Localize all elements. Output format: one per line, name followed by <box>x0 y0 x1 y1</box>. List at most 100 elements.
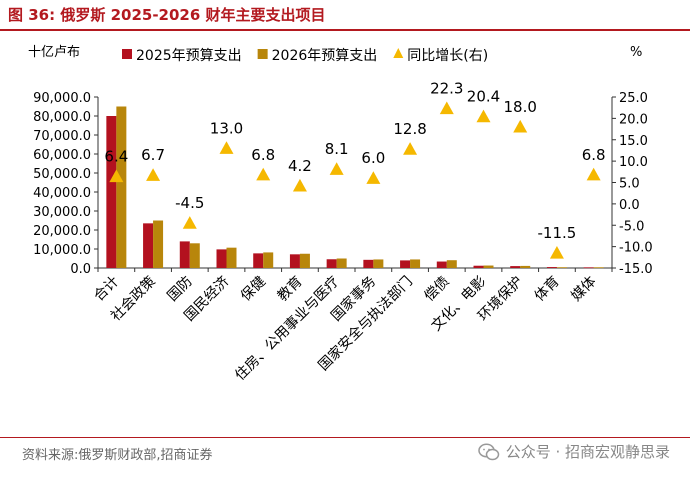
bar-2026 <box>299 253 310 268</box>
growth-marker <box>329 162 344 175</box>
bar-2026 <box>593 267 604 269</box>
bar-2025 <box>546 267 557 268</box>
watermark: 公众号 · 招商宏观静思录 <box>477 441 670 462</box>
title-rule <box>0 29 690 31</box>
y-right-tick-label: -5.0 <box>619 219 644 234</box>
y-right-axis-label: % <box>630 45 642 60</box>
growth-data-label: 20.4 <box>467 88 500 106</box>
bar-2026 <box>336 258 347 268</box>
growth-data-label: -11.5 <box>538 224 577 242</box>
x-category-label: 保健 <box>238 274 269 305</box>
growth-marker <box>109 169 124 183</box>
growth-data-label: 22.3 <box>430 80 463 98</box>
bar-2025 <box>289 254 300 268</box>
bar-2026 <box>153 220 164 268</box>
bar-2026 <box>373 259 384 268</box>
y-right-tick-label: -10.0 <box>619 241 653 256</box>
bar-2025 <box>143 223 154 268</box>
bar-2026 <box>446 260 457 268</box>
growth-marker <box>403 142 418 155</box>
y-right-tick-label: 15.0 <box>619 134 648 149</box>
y-right-tick-label: -15.0 <box>619 262 653 277</box>
bar-2025 <box>473 265 484 268</box>
growth-data-label: 6.8 <box>582 146 606 164</box>
y-left-tick-label: 10,000.0 <box>33 243 91 258</box>
x-category-label: 教育 <box>275 274 306 305</box>
bar-2025 <box>106 116 117 268</box>
y-left-tick-label: 50,000.0 <box>33 167 91 182</box>
growth-data-label: 6.7 <box>141 146 165 164</box>
y-left-axis-label: 十亿卢布 <box>28 44 80 60</box>
bar-2025 <box>400 260 411 268</box>
bar-2026 <box>189 243 200 268</box>
figure-title: 图 36: 俄罗斯 2025-2026 财年主要支出项目 <box>8 2 326 28</box>
y-right-tick-label: 0.0 <box>619 198 640 213</box>
y-left-tick-label: 20,000.0 <box>33 224 91 239</box>
bar-2025 <box>253 253 264 268</box>
bar-2026 <box>556 267 567 269</box>
legend-label: 2025年预算支出 <box>136 48 242 64</box>
source-rule <box>0 437 690 438</box>
bar-2025 <box>436 261 447 268</box>
bar-2026 <box>116 106 127 268</box>
growth-marker <box>549 246 564 259</box>
legend-label: 同比增长(右) <box>407 48 488 64</box>
bar-2025 <box>326 259 337 268</box>
growth-marker <box>439 101 454 115</box>
y-right-tick-label: 5.0 <box>619 177 640 192</box>
bar-2025 <box>363 259 374 268</box>
bar-2026 <box>410 259 421 268</box>
x-category-label: 体育 <box>532 274 563 305</box>
growth-marker <box>146 168 161 181</box>
y-right-tick-label: 10.0 <box>619 155 648 170</box>
source-note: 资料来源:俄罗斯财政部,招商证券 <box>22 448 213 463</box>
bar-2025 <box>179 241 190 268</box>
watermark-text: 公众号 · 招商宏观静思录 <box>505 443 670 461</box>
growth-data-label: 6.4 <box>104 148 128 166</box>
growth-data-label: 6.8 <box>251 146 275 164</box>
bar-2026 <box>520 265 531 268</box>
growth-marker <box>586 167 601 181</box>
growth-data-label: 13.0 <box>210 119 243 137</box>
y-left-tick-label: 30,000.0 <box>33 205 91 220</box>
growth-data-label: 4.2 <box>288 157 312 175</box>
x-category-label: 偿债 <box>422 274 453 305</box>
bar-2026 <box>226 247 237 268</box>
bar-2026 <box>263 252 274 268</box>
bar-2026 <box>483 265 494 268</box>
y-left-tick-label: 40,000.0 <box>33 186 91 201</box>
legend-label: 2026年预算支出 <box>272 48 378 64</box>
y-left-tick-label: 60,000.0 <box>33 148 91 163</box>
growth-data-label: 12.8 <box>393 120 426 138</box>
y-right-tick-label: 25.0 <box>619 91 648 106</box>
growth-data-label: 6.0 <box>361 149 385 167</box>
growth-data-label: 18.0 <box>504 98 537 116</box>
growth-marker <box>513 119 528 133</box>
figure-title-text: 俄罗斯 2025-2026 财年主要支出项目 <box>60 6 326 24</box>
growth-data-label: -4.5 <box>175 194 204 212</box>
y-left-tick-label: 80,000.0 <box>33 110 91 125</box>
growth-marker <box>182 216 197 229</box>
bar-2025 <box>583 267 594 269</box>
y-left-tick-label: 0.0 <box>70 262 91 277</box>
y-left-tick-label: 90,000.0 <box>33 91 91 106</box>
growth-marker <box>219 141 234 154</box>
legend-triangle-marker <box>393 48 404 58</box>
x-category-label: 合计 <box>91 274 122 305</box>
chart: 0.0 10,000.0 20,000.0 30,000.0 40,000.0 50,00… <box>28 44 653 384</box>
y-right-tick-label: 20.0 <box>619 112 648 127</box>
x-category-label: 国防 <box>165 274 196 305</box>
x-category-label: 媒体 <box>568 274 599 305</box>
y-left-tick-label: 70,000.0 <box>33 129 91 144</box>
growth-marker <box>256 167 271 181</box>
figure-label: 图 36: <box>8 6 56 24</box>
bar-2025 <box>216 249 227 268</box>
growth-marker <box>366 171 381 184</box>
growth-marker <box>292 178 307 192</box>
bar-2025 <box>510 266 521 268</box>
legend-swatch <box>122 49 132 59</box>
growth-marker <box>476 109 491 123</box>
wechat-icon <box>477 443 499 460</box>
legend-swatch <box>257 49 268 59</box>
growth-data-label: 8.1 <box>325 140 349 158</box>
